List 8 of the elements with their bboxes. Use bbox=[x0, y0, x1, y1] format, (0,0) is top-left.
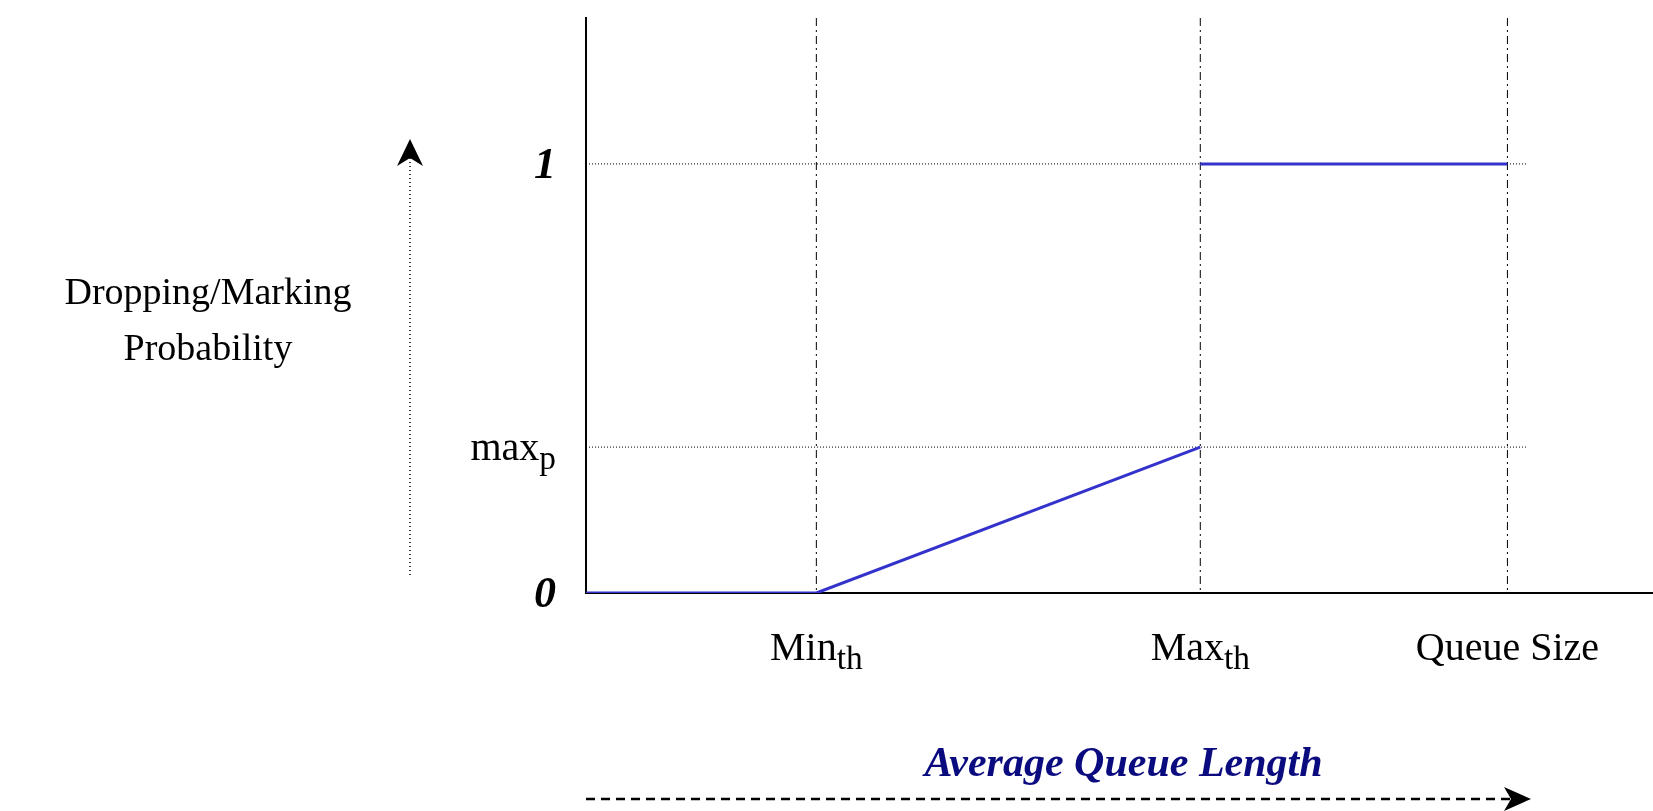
y-tick-label: max$_{p}$ bbox=[469, 423, 556, 477]
y-tick-label: 1 bbox=[533, 137, 556, 190]
x-tick-label: Min$_{th}$ bbox=[769, 623, 864, 677]
x-axis-title: Average Queue Length bbox=[921, 738, 1324, 786]
x-tick-label: Queue Size bbox=[1414, 623, 1601, 670]
x-tick-label: Max$_{th}$ bbox=[1149, 623, 1251, 677]
y-tick-label: 0 bbox=[533, 567, 556, 619]
y-axis-title: Dropping/Marking Probability bbox=[63, 269, 353, 370]
